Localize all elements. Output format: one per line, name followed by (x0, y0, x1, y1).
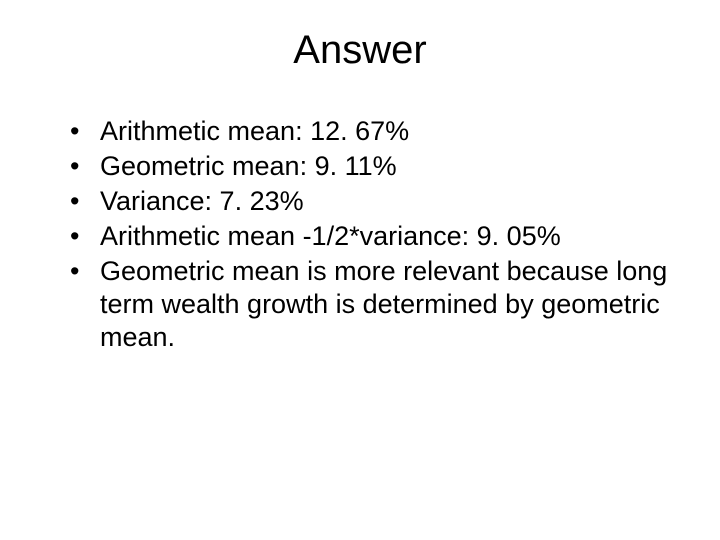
list-item: Variance: 7. 23% (70, 185, 670, 218)
list-item: Geometric mean: 9. 11% (70, 150, 670, 183)
list-item: Arithmetic mean: 12. 67% (70, 115, 670, 148)
slide-title: Answer (50, 28, 670, 73)
list-item: Arithmetic mean -1/2*variance: 9. 05% (70, 220, 670, 253)
list-item: Geometric mean is more relevant because … (70, 255, 670, 354)
bullet-list: Arithmetic mean: 12. 67% Geometric mean:… (50, 115, 670, 354)
